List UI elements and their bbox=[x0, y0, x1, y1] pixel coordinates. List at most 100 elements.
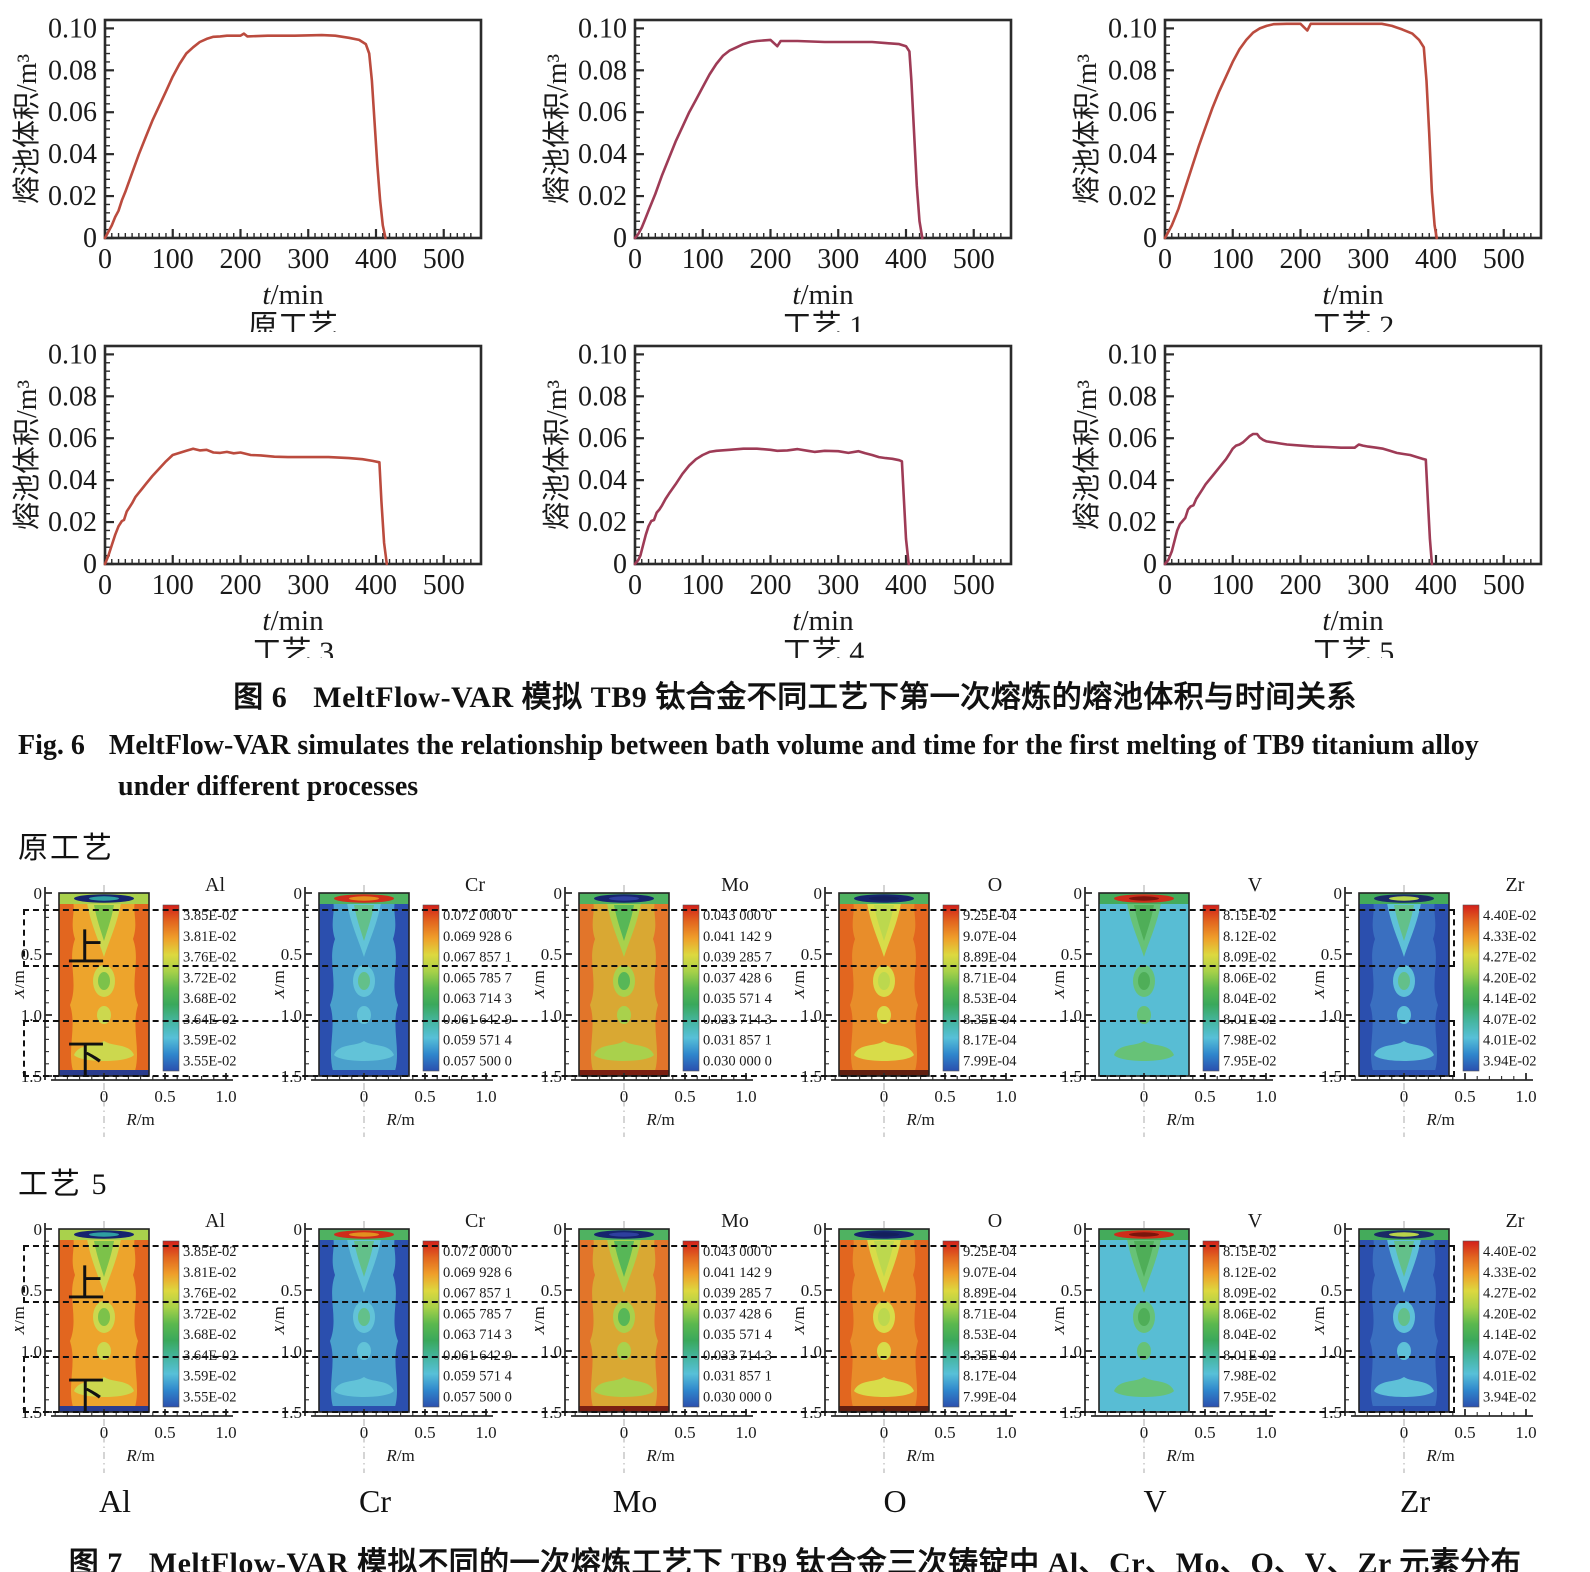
contour-panel-zr: 0 0.5 1.0 1.5 X/m 0 0.5 1.0 R/m 4.40E-02 4.33E-02 4… bbox=[1309, 869, 1575, 1143]
svg-text:原工艺: 原工艺 bbox=[248, 310, 338, 332]
svg-text:0: 0 bbox=[554, 1220, 563, 1239]
svg-text:1.0: 1.0 bbox=[1515, 1423, 1536, 1442]
svg-text:1.0: 1.0 bbox=[735, 1087, 756, 1106]
contour-panel-svg: 0 0.5 1.0 1.5 X/m 0 0.5 1.0 R/m 4.40E-02 4.33E-02 4… bbox=[1309, 1210, 1537, 1474]
svg-text:0.057 500 0: 0.057 500 0 bbox=[443, 1389, 512, 1405]
contour-row-original-process: 0 0.5 1.0 1.5 X/m 0 0.5 1.0 R/m 3.85E-02 3.81E-02 3… bbox=[9, 869, 1575, 1143]
svg-text:9.07E-04: 9.07E-04 bbox=[963, 929, 1017, 945]
svg-text:1.0: 1.0 bbox=[541, 1006, 562, 1025]
svg-text:7.99E-04: 7.99E-04 bbox=[963, 1389, 1017, 1405]
element-label-cr: Cr bbox=[359, 1483, 391, 1520]
svg-text:0.033 714 3: 0.033 714 3 bbox=[703, 1012, 772, 1028]
svg-text:200: 200 bbox=[219, 570, 261, 601]
svg-text:3.76E-02: 3.76E-02 bbox=[183, 950, 237, 966]
svg-text:1.0: 1.0 bbox=[1061, 1342, 1082, 1361]
svg-text:200: 200 bbox=[1279, 570, 1321, 601]
svg-text:t/min: t/min bbox=[262, 279, 324, 311]
fig6-caption: 图 6 MeltFlow-VAR 模拟 TB9 钛合金不同工艺下第一次熔炼的熔池体… bbox=[0, 672, 1590, 807]
svg-text:100: 100 bbox=[682, 244, 724, 275]
svg-text:0.10: 0.10 bbox=[1108, 13, 1157, 44]
svg-text:0.06: 0.06 bbox=[48, 97, 97, 128]
contour-panel-svg: 0 0.5 1.0 1.5 X/m 0 0.5 1.0 R/m 3.85E-02 3.81E-02 3… bbox=[9, 874, 237, 1138]
svg-text:3.85E-02: 3.85E-02 bbox=[183, 908, 237, 924]
svg-text:0.063 714 3: 0.063 714 3 bbox=[443, 1327, 512, 1343]
svg-text:3.81E-02: 3.81E-02 bbox=[183, 929, 237, 945]
svg-text:7.95E-02: 7.95E-02 bbox=[1223, 1053, 1277, 1069]
svg-text:X/m: X/m bbox=[1055, 971, 1068, 1000]
svg-text:400: 400 bbox=[885, 244, 927, 275]
svg-text:100: 100 bbox=[152, 244, 194, 275]
svg-text:0.039 285 7: 0.039 285 7 bbox=[703, 1286, 772, 1302]
contour-panel-cr: 0 0.5 1.0 1.5 X/m 0 0.5 1.0 R/m 0.072 000 0 0.069 … bbox=[269, 1205, 535, 1479]
svg-text:工艺 2: 工艺 2 bbox=[1312, 310, 1395, 332]
svg-text:0: 0 bbox=[360, 1087, 369, 1106]
svg-text:3.55E-02: 3.55E-02 bbox=[183, 1053, 237, 1069]
svg-text:熔池体积/m³: 熔池体积/m³ bbox=[541, 54, 573, 204]
svg-text:0.5: 0.5 bbox=[674, 1423, 695, 1442]
svg-text:0.035 571 4: 0.035 571 4 bbox=[703, 991, 773, 1007]
svg-text:8.71E-04: 8.71E-04 bbox=[963, 970, 1017, 986]
svg-text:0: 0 bbox=[1143, 223, 1157, 254]
svg-text:0.04: 0.04 bbox=[48, 465, 97, 496]
svg-text:3.64E-02: 3.64E-02 bbox=[183, 1012, 237, 1028]
svg-text:X/m: X/m bbox=[535, 971, 548, 1000]
svg-text:3.68E-02: 3.68E-02 bbox=[183, 1327, 237, 1343]
svg-text:4.27E-02: 4.27E-02 bbox=[1483, 950, 1537, 966]
svg-text:0.06: 0.06 bbox=[48, 423, 97, 454]
svg-text:0.5: 0.5 bbox=[414, 1087, 435, 1106]
svg-text:7.95E-02: 7.95E-02 bbox=[1223, 1389, 1277, 1405]
svg-text:0.061 642 9: 0.061 642 9 bbox=[443, 1348, 512, 1364]
contour-panel-v: 0 0.5 1.0 1.5 X/m 0 0.5 1.0 R/m 8.15E-02 8.12E-02 8… bbox=[1049, 869, 1315, 1143]
contour-panel-svg: 0 0.5 1.0 1.5 X/m 0 0.5 1.0 R/m 0.043 000 0 0.041 … bbox=[529, 1210, 773, 1474]
contour-panel-al: 0 0.5 1.0 1.5 X/m 0 0.5 1.0 R/m 3.85E-02 3.81E-02 3… bbox=[9, 1205, 275, 1479]
svg-text:0.065 785 7: 0.065 785 7 bbox=[443, 970, 512, 986]
line-chart-process-3: 0 100 200 300 400 500 0 0.02 0.04 0.06 0.08 0.10 熔池体… bbox=[0, 332, 530, 658]
svg-text:1.0: 1.0 bbox=[995, 1087, 1016, 1106]
svg-text:8.35E-04: 8.35E-04 bbox=[963, 1348, 1017, 1364]
svg-text:1.0: 1.0 bbox=[541, 1342, 562, 1361]
svg-text:300: 300 bbox=[287, 244, 329, 275]
svg-text:100: 100 bbox=[152, 570, 194, 601]
svg-text:0.06: 0.06 bbox=[578, 423, 627, 454]
fig6-caption-en: Fig. 6 MeltFlow-VAR simulates the relatio… bbox=[0, 726, 1590, 807]
svg-text:0.067 857 1: 0.067 857 1 bbox=[443, 950, 512, 966]
svg-text:Cr: Cr bbox=[465, 1210, 485, 1232]
line-chart-svg: 0 100 200 300 400 500 0 0.02 0.04 0.06 0.08 0.10熔池体… bbox=[1071, 13, 1543, 332]
fig6-caption-zh-label: 图 6 bbox=[233, 681, 288, 714]
svg-text:400: 400 bbox=[355, 244, 397, 275]
svg-text:7.98E-02: 7.98E-02 bbox=[1223, 1369, 1277, 1385]
svg-text:4.14E-02: 4.14E-02 bbox=[1483, 991, 1537, 1007]
svg-text:0.069 928 6: 0.069 928 6 bbox=[443, 929, 512, 945]
svg-text:8.04E-02: 8.04E-02 bbox=[1223, 1327, 1277, 1343]
svg-text:Mo: Mo bbox=[721, 874, 749, 896]
svg-text:工艺 1: 工艺 1 bbox=[782, 310, 865, 332]
svg-text:1.5: 1.5 bbox=[541, 1403, 562, 1422]
svg-text:9.25E-04: 9.25E-04 bbox=[963, 908, 1017, 924]
svg-text:7.98E-02: 7.98E-02 bbox=[1223, 1033, 1277, 1049]
svg-text:3.76E-02: 3.76E-02 bbox=[183, 1286, 237, 1302]
svg-text:R/m: R/m bbox=[125, 1446, 154, 1465]
contour-row1-label: 原工艺 bbox=[18, 832, 114, 866]
svg-text:0.5: 0.5 bbox=[21, 1281, 42, 1300]
svg-text:0.5: 0.5 bbox=[21, 945, 42, 964]
upper-region-label: 上 bbox=[67, 928, 106, 971]
svg-text:0: 0 bbox=[83, 223, 97, 254]
svg-text:0.10: 0.10 bbox=[578, 13, 627, 44]
svg-text:8.89E-04: 8.89E-04 bbox=[963, 1286, 1017, 1302]
contour-panel-svg: 0 0.5 1.0 1.5 X/m 0 0.5 1.0 R/m 0.043 000 0 0.041 … bbox=[529, 874, 773, 1138]
svg-text:0: 0 bbox=[34, 884, 43, 903]
svg-text:1.0: 1.0 bbox=[1321, 1342, 1342, 1361]
svg-text:0: 0 bbox=[1143, 549, 1157, 580]
svg-text:0.5: 0.5 bbox=[154, 1423, 175, 1442]
svg-text:4.20E-02: 4.20E-02 bbox=[1483, 970, 1537, 986]
svg-text:1.0: 1.0 bbox=[1515, 1087, 1536, 1106]
svg-text:300: 300 bbox=[817, 570, 859, 601]
svg-text:工艺 4: 工艺 4 bbox=[782, 636, 865, 658]
line-chart-process-4: 0 100 200 300 400 500 0 0.02 0.04 0.06 0.08 0.10 熔池体… bbox=[530, 332, 1060, 658]
svg-text:R/m: R/m bbox=[1165, 1110, 1194, 1129]
svg-text:0.02: 0.02 bbox=[578, 181, 627, 212]
svg-text:3.94E-02: 3.94E-02 bbox=[1483, 1389, 1537, 1405]
svg-text:1.5: 1.5 bbox=[801, 1403, 822, 1422]
svg-text:9.25E-04: 9.25E-04 bbox=[963, 1244, 1017, 1260]
svg-text:0: 0 bbox=[1400, 1423, 1409, 1442]
